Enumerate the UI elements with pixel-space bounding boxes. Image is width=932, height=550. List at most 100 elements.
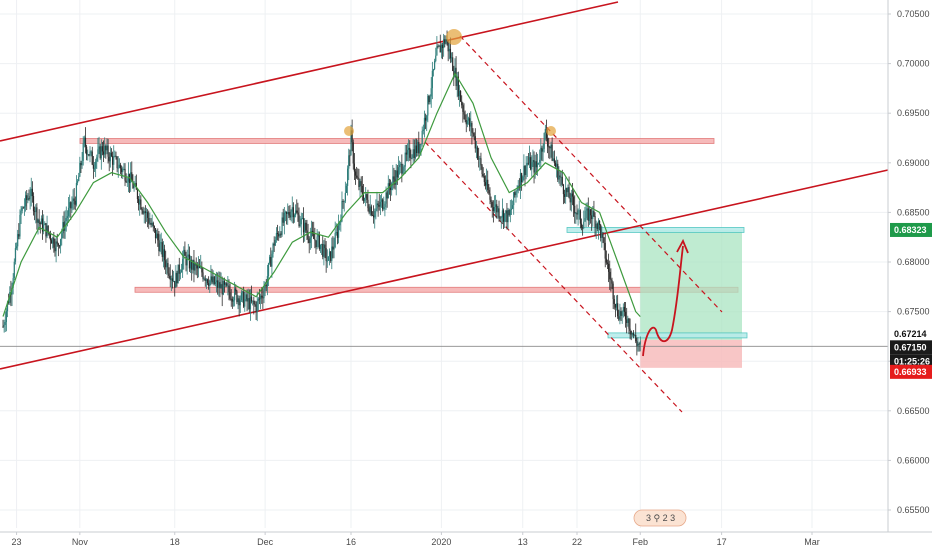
candle-body — [252, 300, 254, 302]
y-tick-label: 0.69000 — [897, 158, 930, 168]
candle-body — [447, 40, 449, 52]
candle-body — [460, 90, 462, 102]
candle-body — [441, 44, 444, 49]
candle-body — [81, 160, 83, 166]
candle-body — [31, 188, 33, 197]
candle-body — [89, 151, 91, 156]
projection-path — [642, 245, 684, 357]
candle-body — [349, 155, 351, 157]
candle-body — [99, 146, 101, 159]
candle-body — [161, 242, 163, 258]
candle-body — [540, 147, 542, 160]
candle-body — [623, 306, 626, 312]
candle-body — [340, 221, 342, 223]
candle-body — [488, 189, 490, 194]
candle-body — [166, 263, 168, 268]
long-position-box[interactable] — [0, 227, 888, 368]
candle-body — [224, 283, 227, 285]
candle-body — [203, 278, 205, 280]
candle-body — [19, 214, 21, 237]
candle-body — [620, 311, 622, 316]
candle-body — [457, 76, 459, 97]
candle-body — [353, 163, 355, 172]
candle-body — [638, 343, 640, 345]
candle-body — [484, 182, 487, 186]
projection-arrow — [642, 238, 689, 357]
candle-body — [576, 213, 578, 215]
candle-body — [53, 237, 55, 248]
candle-body — [130, 172, 132, 183]
candle-body — [302, 218, 305, 233]
candle-body — [262, 297, 264, 299]
candle-body — [611, 280, 613, 284]
candle-body — [319, 244, 322, 249]
candle-body — [309, 237, 311, 243]
candle-body — [406, 149, 409, 155]
candle-body — [374, 210, 376, 218]
stop-loss-badge-bg — [890, 364, 932, 379]
candle-body — [418, 141, 420, 154]
candle-body — [545, 128, 548, 139]
candle-body — [609, 271, 611, 280]
candle-body — [299, 224, 301, 227]
candle-body — [136, 189, 139, 200]
candle-body — [553, 158, 555, 163]
candle-body — [532, 160, 534, 163]
candle-body — [84, 137, 87, 147]
candle-body — [119, 164, 122, 169]
candle-body — [598, 220, 601, 225]
candle-body — [212, 276, 214, 283]
candle-body — [54, 247, 56, 252]
candle-body — [26, 195, 28, 201]
candle-body — [508, 210, 510, 216]
candle-body — [350, 130, 352, 156]
candle-body — [293, 215, 296, 218]
candle-body — [105, 145, 107, 151]
candle-body — [58, 245, 61, 247]
swing-markers — [344, 29, 556, 136]
candle-body — [323, 244, 325, 257]
candle-body — [359, 181, 361, 187]
candle-body — [116, 156, 118, 169]
candle-body — [308, 239, 310, 243]
entry-zone — [607, 332, 748, 339]
x-tick-label: 17 — [717, 537, 727, 547]
candle-body — [143, 211, 145, 214]
candle-body — [522, 176, 524, 183]
candle-body — [269, 256, 271, 264]
candle-body — [602, 233, 604, 238]
candle-body — [357, 177, 359, 179]
candle-body — [384, 203, 386, 208]
candle-body — [72, 198, 74, 205]
candle-body — [621, 311, 623, 316]
candle-body — [385, 192, 387, 204]
candle-body — [615, 303, 618, 308]
candle-body — [368, 208, 370, 213]
candle-body — [591, 215, 593, 220]
candle-body — [531, 162, 533, 170]
candle-body — [22, 207, 24, 209]
candle-body — [367, 199, 369, 209]
candle-body — [463, 111, 465, 115]
candle-body — [39, 223, 41, 225]
candle-body — [80, 162, 82, 166]
economic-events-badge[interactable]: 3 ⚲ 2 3 — [633, 509, 687, 527]
candle-body — [337, 225, 340, 238]
candle-body — [276, 232, 279, 235]
candle-body — [261, 295, 263, 298]
candle-body — [510, 208, 513, 210]
candle-body — [434, 61, 436, 70]
candle-body — [231, 298, 233, 302]
candle-body — [3, 324, 5, 327]
candle-body — [194, 264, 196, 271]
candle-body — [44, 223, 46, 225]
candle-body — [165, 260, 167, 268]
candle-body — [201, 266, 203, 273]
candle-body — [70, 202, 72, 209]
candle-body — [40, 218, 43, 225]
candle-body — [375, 208, 377, 211]
candle-body — [628, 318, 630, 329]
candle-body — [449, 48, 452, 59]
